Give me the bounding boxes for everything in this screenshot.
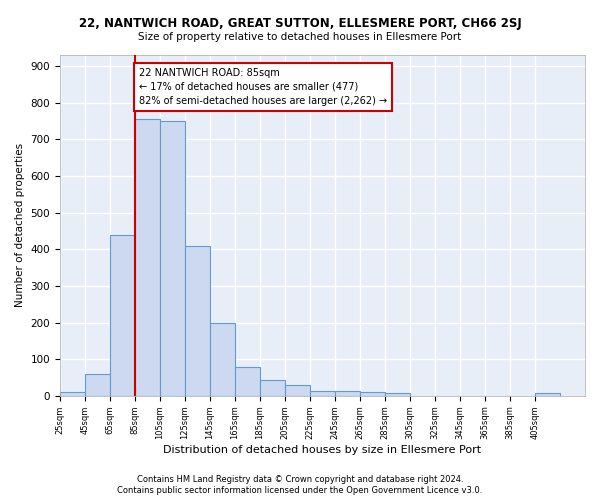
Bar [535,394,560,396]
Bar [360,392,385,396]
Y-axis label: Number of detached properties: Number of detached properties [15,144,25,308]
X-axis label: Distribution of detached houses by size in Ellesmere Port: Distribution of detached houses by size … [163,445,482,455]
Text: 22, NANTWICH ROAD, GREAT SUTTON, ELLESMERE PORT, CH66 2SJ: 22, NANTWICH ROAD, GREAT SUTTON, ELLESME… [79,18,521,30]
Bar [185,246,210,396]
Text: Size of property relative to detached houses in Ellesmere Port: Size of property relative to detached ho… [139,32,461,42]
Bar [110,234,135,396]
Bar [160,121,185,396]
Text: 22 NANTWICH ROAD: 85sqm
← 17% of detached houses are smaller (477)
82% of semi-d: 22 NANTWICH ROAD: 85sqm ← 17% of detache… [139,68,387,106]
Bar [135,119,160,396]
Bar [285,385,310,396]
Text: Contains HM Land Registry data © Crown copyright and database right 2024.: Contains HM Land Registry data © Crown c… [137,475,463,484]
Bar [385,393,410,396]
Bar [210,322,235,396]
Bar [60,392,85,396]
Bar [235,368,260,396]
Text: Contains public sector information licensed under the Open Government Licence v3: Contains public sector information licen… [118,486,482,495]
Bar [85,374,110,396]
Bar [310,392,335,396]
Bar [260,380,285,396]
Bar [335,392,360,396]
